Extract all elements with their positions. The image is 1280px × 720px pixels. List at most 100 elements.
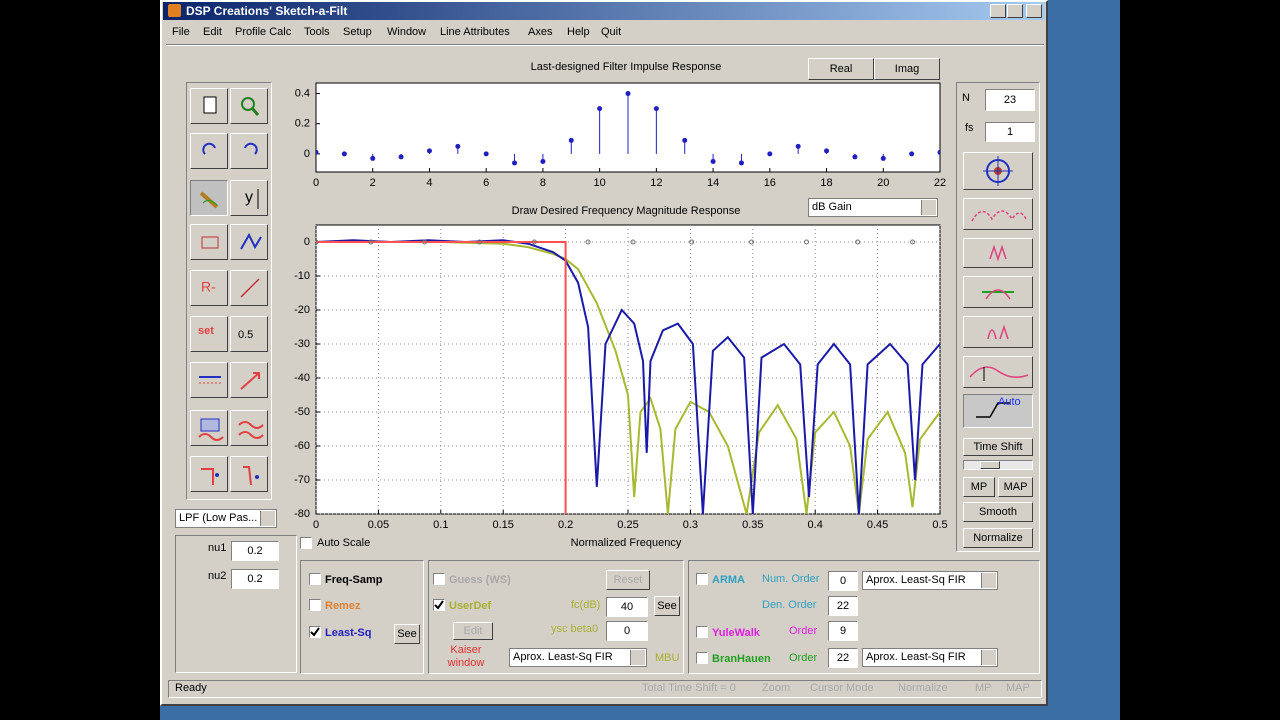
stem <box>316 149 319 155</box>
status-item: Cursor Mode <box>810 682 874 694</box>
tool-button[interactable] <box>190 224 228 260</box>
tool-button[interactable] <box>190 88 228 124</box>
control-point <box>910 239 916 245</box>
tool-button[interactable] <box>230 133 268 169</box>
n-field[interactable]: 23 <box>985 89 1035 111</box>
menu-item[interactable]: Window <box>387 26 427 38</box>
menu-item[interactable]: Axes <box>528 26 553 38</box>
tool-button[interactable] <box>230 410 268 446</box>
tool-button[interactable] <box>963 316 1033 348</box>
response-title: Draw Desired Frequency Magnitude Respons… <box>512 205 741 217</box>
imag-button[interactable]: Imag <box>874 58 940 80</box>
time-shift-slider[interactable] <box>963 460 1033 470</box>
checkbox[interactable] <box>309 599 321 611</box>
beta-field[interactable]: 0 <box>606 621 648 641</box>
stem-marker <box>455 143 461 149</box>
tool-button[interactable]: R- <box>190 270 228 306</box>
see-button[interactable]: See <box>654 596 680 616</box>
checkbox-label: Guess (WS) <box>449 574 511 586</box>
nu1-field[interactable]: 0.2 <box>231 541 279 561</box>
tool-button[interactable]: y <box>230 180 268 216</box>
menu-item[interactable]: File <box>172 26 190 38</box>
tool-button[interactable] <box>230 224 268 260</box>
edit-button[interactable]: Edit <box>453 622 493 640</box>
close-button[interactable] <box>1026 4 1042 18</box>
auto-scale-checkbox[interactable] <box>300 537 312 549</box>
real-button[interactable]: Real <box>808 58 874 80</box>
checkbox-label: YuleWalk <box>712 627 760 639</box>
stem <box>852 153 858 160</box>
menu-item[interactable]: Help <box>567 26 590 38</box>
tool-button[interactable] <box>230 362 268 398</box>
tool-button[interactable] <box>230 270 268 306</box>
checkbox-label: Freq-Samp <box>325 574 383 586</box>
checkbox[interactable] <box>696 626 708 638</box>
control-point <box>316 239 319 245</box>
tool-button[interactable] <box>963 198 1033 230</box>
menu-item[interactable]: Quit <box>601 26 622 38</box>
minimize-button[interactable] <box>990 4 1006 18</box>
time-shift-button[interactable]: Time Shift <box>963 438 1033 456</box>
yule-order-field[interactable]: 9 <box>828 621 858 641</box>
method-dropdown[interactable]: Aprox. Least-Sq FIR <box>509 648 647 667</box>
see-button[interactable]: See <box>394 624 420 644</box>
menu-item[interactable]: Line Attributes <box>440 26 510 38</box>
menu-item[interactable]: Setup <box>343 26 372 38</box>
mp-button[interactable]: MP <box>963 477 995 497</box>
fc-field[interactable]: 40 <box>606 597 648 617</box>
checkbox[interactable] <box>696 573 708 585</box>
checkbox[interactable] <box>433 573 445 585</box>
reset-button[interactable]: Reset <box>606 570 650 590</box>
tool-button[interactable] <box>963 238 1033 268</box>
nu2-field[interactable]: 0.2 <box>231 569 279 589</box>
checkbox[interactable] <box>309 573 321 585</box>
tool-button[interactable] <box>230 456 268 492</box>
maximize-button[interactable] <box>1007 4 1023 18</box>
num-order-field[interactable]: 0 <box>828 571 858 591</box>
menu-item[interactable]: Edit <box>203 26 222 38</box>
bran-order-field[interactable]: 22 <box>828 648 858 668</box>
tool-button[interactable] <box>190 133 228 169</box>
checkbox-label: Least-Sq <box>325 627 372 639</box>
target-button[interactable] <box>963 152 1033 190</box>
tool-button[interactable] <box>190 316 228 352</box>
normalize-button[interactable]: Normalize <box>963 528 1033 548</box>
menu-item[interactable]: Profile Calc <box>235 26 292 38</box>
slider-thumb[interactable] <box>980 461 1000 469</box>
checkbox[interactable] <box>309 626 321 638</box>
bran-dropdown[interactable]: Aprox. Least-Sq FIR <box>862 648 998 667</box>
y-tick-label: -20 <box>294 304 310 316</box>
tool-button[interactable] <box>963 276 1033 308</box>
gain-dropdown[interactable]: dB Gain <box>808 198 938 217</box>
stem-marker <box>824 148 830 154</box>
x-tick-label: 0.35 <box>742 519 763 531</box>
stem-marker <box>512 160 518 166</box>
tool-button[interactable] <box>190 180 228 216</box>
tool-button[interactable] <box>190 362 228 398</box>
x-tick-label: 2 <box>370 177 376 189</box>
tool-button[interactable] <box>190 410 228 446</box>
x-tick-label: 16 <box>764 177 776 189</box>
den-order-field[interactable]: 22 <box>828 596 858 616</box>
control-point <box>368 239 374 245</box>
map-button[interactable]: MAP <box>998 477 1033 497</box>
x-tick-label: 0.25 <box>617 519 638 531</box>
auto-button[interactable]: Auto <box>963 394 1033 428</box>
stem-marker <box>625 91 631 97</box>
arma-dropdown[interactable]: Aprox. Least-Sq FIR <box>862 571 998 590</box>
fs-field[interactable]: 1 <box>985 122 1035 142</box>
checkbox[interactable] <box>433 599 445 611</box>
tool-button[interactable] <box>963 356 1033 388</box>
status-item: MP <box>975 682 992 694</box>
tool-button[interactable] <box>230 316 268 352</box>
checkbox[interactable] <box>696 652 708 664</box>
tool-button[interactable] <box>190 456 228 492</box>
menu-item[interactable]: Tools <box>304 26 330 38</box>
tool-button[interactable] <box>230 88 268 124</box>
stem <box>880 153 886 161</box>
filter-type-dropdown[interactable]: LPF (Low Pas... <box>175 509 277 528</box>
checkbox-label: UserDef <box>449 600 492 612</box>
smooth-button[interactable]: Smooth <box>963 502 1033 522</box>
mbu-label: MBU <box>655 652 680 664</box>
status-item: Normalize <box>898 682 948 694</box>
